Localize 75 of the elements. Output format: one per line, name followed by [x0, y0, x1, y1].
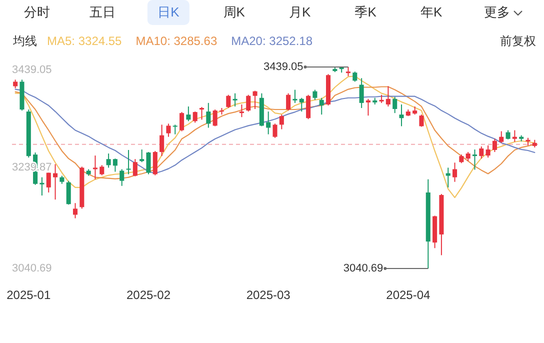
- candlestick: [160, 124, 164, 157]
- candlestick: [132, 158, 138, 177]
- candlestick: [40, 176, 44, 196]
- annotation: 3439.05: [263, 60, 304, 73]
- candlestick: [206, 102, 211, 128]
- candlestick: [272, 123, 278, 138]
- candlestick: [386, 86, 390, 107]
- candlestick: [472, 148, 478, 170]
- candlestick: [199, 106, 204, 120]
- candlestick: [399, 104, 404, 127]
- candlestick: [46, 172, 51, 193]
- candlestick: [512, 130, 517, 142]
- candlestick: [66, 180, 71, 206]
- text: 年K: [420, 4, 442, 20]
- text: 周K: [223, 4, 246, 20]
- candlestick: [72, 202, 78, 219]
- candlestick: [180, 112, 184, 132]
- candlestick: [112, 158, 118, 172]
- candlestick: [106, 153, 111, 168]
- candlestick: [53, 164, 58, 200]
- candlestick: [479, 146, 484, 160]
- annotation: 3040.69: [343, 262, 384, 274]
- candlestick: [212, 109, 218, 127]
- candlestick: [499, 130, 504, 144]
- text: 日K: [158, 4, 180, 20]
- candlestick: [232, 92, 238, 107]
- x-tick-label: 2025-03: [246, 288, 291, 302]
- candlestick: [466, 152, 470, 162]
- candlestick: [352, 71, 358, 82]
- y-tick-label: 3439.05: [12, 64, 52, 76]
- x-tick-label: 2025-02: [126, 288, 171, 302]
- candlestick: [292, 89, 298, 104]
- text: 分时: [24, 4, 50, 20]
- text: 更多: [484, 4, 510, 20]
- candlestick: [312, 89, 318, 100]
- candlestick: [286, 92, 291, 112]
- candlestick: [92, 155, 98, 180]
- candlestick: [226, 94, 231, 108]
- candlestick: [172, 124, 178, 135]
- candlestick: [140, 148, 144, 163]
- candlestick: [366, 98, 370, 116]
- text: 月K: [289, 4, 312, 20]
- y-tick-label: 3040.69: [12, 262, 52, 274]
- candlestick: [446, 167, 450, 188]
- x-tick-label: 2025-04: [386, 288, 431, 302]
- line-series: [14, 76, 536, 198]
- candlestick: [299, 97, 304, 112]
- text: 五日: [90, 4, 116, 20]
- text: 季K: [354, 4, 377, 20]
- candlestick: [252, 90, 258, 110]
- candlestick: [186, 106, 191, 122]
- candlestick: [266, 111, 271, 135]
- candlestick: [152, 150, 158, 176]
- candlestick: [319, 97, 324, 116]
- x-tick-label: 2025-01: [6, 288, 51, 302]
- legend: 均线 MA5: 3324.55 MA10: 3285.63 MA20: 3252.18: [13, 34, 313, 48]
- candlestick: [452, 162, 458, 182]
- text: 前复权: [500, 34, 536, 48]
- candlestick: [419, 114, 424, 128]
- candlestick: [126, 149, 131, 175]
- candlestick: [392, 96, 398, 114]
- candlestick: [346, 66, 351, 77]
- candlestick: [279, 114, 284, 130]
- candlestick: [120, 168, 124, 186]
- candlestick: [359, 78, 364, 108]
- candlestick: [306, 94, 311, 120]
- candlestick: [100, 164, 104, 176]
- candlestick: [246, 94, 251, 112]
- candlestick: [486, 144, 490, 158]
- candlestick: [192, 111, 198, 124]
- candlestick: [146, 152, 151, 175]
- candlestick: [166, 123, 171, 138]
- candlestick: [239, 104, 244, 118]
- candlestick: [492, 138, 497, 153]
- candlestick: [506, 130, 510, 140]
